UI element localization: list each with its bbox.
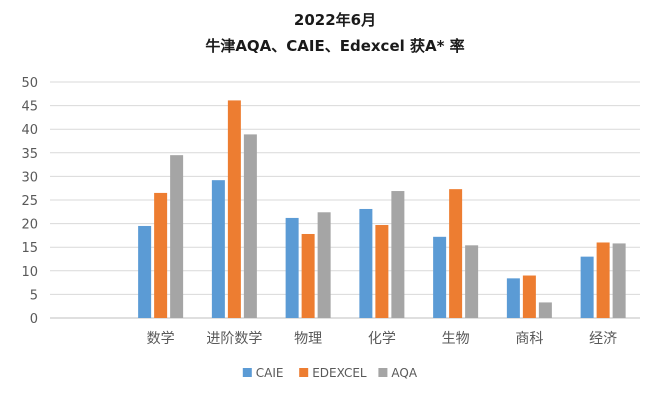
x-axis-categories: 数学 进阶数学 物理 化学 生物 商科 经济: [147, 331, 618, 347]
legend-label-aqa: AQA: [391, 366, 417, 380]
x-category-label: 数学: [147, 331, 175, 347]
bar-aqa: [243, 134, 257, 318]
bar-caie: [433, 236, 447, 318]
y-tick-label: 25: [21, 194, 38, 209]
y-tick-label: 10: [21, 265, 38, 280]
bar-caie: [580, 256, 594, 318]
bar-edexcel: [375, 225, 389, 318]
legend-label-caie: CAIE: [256, 366, 284, 380]
bar-caie: [138, 225, 152, 318]
bar-caie: [211, 180, 225, 318]
y-tick-label: 5: [30, 288, 38, 303]
x-category-label: 经济: [589, 331, 617, 347]
legend-swatch-caie: [242, 368, 252, 377]
bar-aqa: [465, 245, 479, 318]
bar-aqa: [612, 243, 626, 318]
bar-edexcel: [301, 233, 315, 318]
x-category-label: 化学: [368, 331, 396, 347]
chart-title-line2: 牛津AQA、CAIE、Edexcel 获A* 率: [205, 37, 464, 55]
y-tick-label: 30: [21, 170, 38, 185]
bar-aqa: [317, 212, 331, 318]
x-category-label: 生物: [442, 331, 470, 347]
bar-aqa: [391, 191, 405, 318]
bar-edexcel: [227, 100, 241, 319]
bars: [138, 100, 626, 319]
legend: CAIE EDEXCEL AQA: [242, 366, 418, 380]
legend-label-edexcel: EDEXCEL: [312, 366, 367, 380]
y-tick-label: 50: [21, 76, 38, 91]
y-tick-label: 45: [21, 100, 38, 115]
bar-edexcel: [154, 192, 168, 318]
y-tick-label: 15: [21, 241, 38, 256]
legend-swatch-aqa: [378, 368, 388, 377]
bar-caie: [285, 217, 299, 318]
y-tick-label: 20: [21, 218, 38, 233]
bar-edexcel: [596, 242, 610, 318]
bar-aqa: [538, 302, 552, 318]
y-tick-label: 35: [21, 147, 38, 162]
x-category-label: 进阶数学: [206, 331, 262, 347]
bar-caie: [506, 278, 520, 318]
bar-edexcel: [522, 275, 536, 318]
bar-caie: [359, 208, 373, 318]
x-category-label: 商科: [515, 331, 543, 347]
y-tick-label: 40: [21, 123, 38, 138]
chart-title-line1: 2022年6月: [294, 11, 376, 29]
legend-swatch-edexcel: [299, 368, 309, 377]
bar-aqa: [170, 155, 184, 318]
bar-edexcel: [449, 189, 463, 318]
y-axis-ticks: 0 5 10 15 20 25 30 35 40 45 50: [21, 76, 38, 327]
x-category-label: 物理: [294, 331, 322, 347]
y-tick-label: 0: [30, 312, 38, 327]
